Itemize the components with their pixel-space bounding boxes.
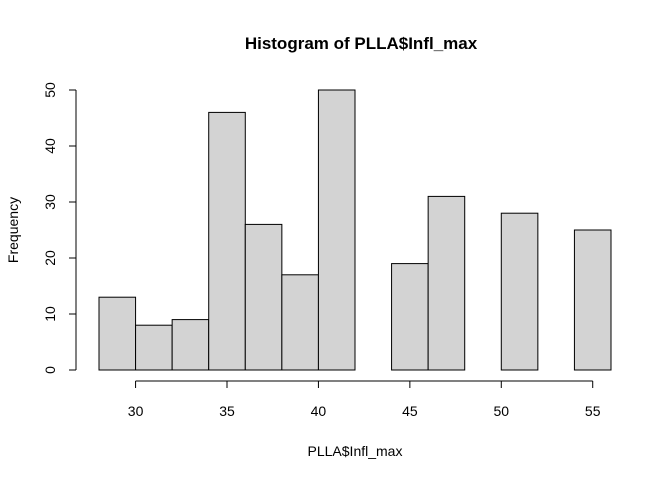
- y-axis-label: Frequency: [5, 197, 21, 263]
- x-tick-label: 45: [402, 403, 418, 419]
- y-tick-label: 10: [42, 306, 58, 322]
- x-tick-label: 35: [219, 403, 235, 419]
- x-tick-label: 50: [493, 403, 509, 419]
- histogram-bar-54-56: [573, 229, 612, 371]
- y-tick-label: 30: [42, 194, 58, 210]
- histogram-bar-40-42: [317, 89, 356, 371]
- y-axis: 0 10 20 30 40 50: [42, 82, 77, 374]
- histogram-bar-32-34: [171, 319, 210, 371]
- histogram-bar-36-38: [244, 223, 283, 371]
- x-axis: 30 35 40 45 50 55: [128, 380, 601, 419]
- y-tick-label: 40: [42, 138, 58, 154]
- y-tick-label: 50: [42, 82, 58, 98]
- y-tick-label: 0: [42, 366, 58, 374]
- histogram-bar-50-52: [500, 212, 539, 371]
- histogram-bar-30-32: [135, 324, 173, 371]
- histogram-bar-44-46: [391, 263, 429, 371]
- x-tick-label: 30: [128, 403, 144, 419]
- histogram-bar-46-48: [427, 195, 466, 371]
- x-tick-label: 55: [585, 403, 601, 419]
- histogram-bar-34-36: [208, 111, 246, 371]
- x-tick-label: 40: [311, 403, 327, 419]
- chart-title: Histogram of PLLA$Infl_max: [245, 34, 478, 53]
- histogram-bar-28-30: [98, 296, 137, 371]
- histogram-bar-38-40: [281, 274, 319, 371]
- x-axis-label: PLLA$Infl_max: [308, 443, 403, 459]
- y-tick-label: 20: [42, 250, 58, 266]
- bars-group: [98, 89, 612, 371]
